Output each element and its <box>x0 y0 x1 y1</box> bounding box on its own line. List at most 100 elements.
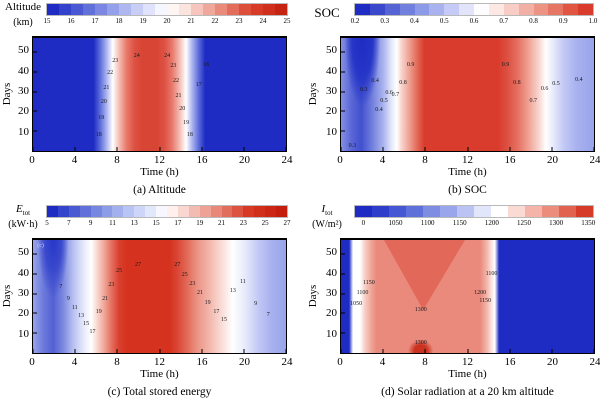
contour-label: 17 <box>213 309 220 316</box>
x-tick-label: 4 <box>379 154 386 166</box>
contour-label: 0.8 <box>513 80 521 87</box>
x-tick-label: 16 <box>504 154 516 166</box>
colorbar-segment <box>203 4 215 15</box>
contour-label: 0.4 <box>575 76 583 83</box>
y-tick-label: 10 <box>326 125 337 138</box>
x-tick-label: 12 <box>462 356 473 368</box>
colorbar-segment <box>112 206 124 217</box>
colorbar-tick: 0.2 <box>350 17 360 25</box>
contour-label: (c) <box>37 242 44 249</box>
contour-label: 0.3 <box>360 86 368 93</box>
colorbar-tick: 18 <box>115 17 123 25</box>
contour-label: 11 <box>71 304 78 311</box>
x-axis-ticks: 0 4 8 12 16 20 24 <box>29 356 292 368</box>
colorbar-segment <box>95 4 107 15</box>
colorbar-tick: 0.4 <box>410 17 419 25</box>
contour-label: 22 <box>172 77 179 84</box>
y-tick-mark <box>341 51 345 53</box>
y-tick-mark <box>33 273 37 275</box>
y-tick-mark <box>33 332 37 334</box>
colorbar-segment <box>134 206 146 217</box>
colorbar-label-energy: Etot (kW·h) <box>0 203 46 231</box>
x-tick-mark <box>116 349 118 353</box>
y-axis-ticks: 50 40 30 20 10 <box>314 36 337 152</box>
colorbar-segment <box>275 4 287 15</box>
x-tick-label: 16 <box>196 356 208 368</box>
contour-label: 23 <box>170 63 177 70</box>
colorbar-segment <box>59 4 71 15</box>
contour-label: 13 <box>229 287 236 294</box>
plot-area-radiation: 1050 1100 1150 1300 1300 1200 1150 1100 <box>340 238 595 354</box>
colorbar-tick: 25 <box>261 219 269 227</box>
contour-label: 0.5 <box>380 98 388 105</box>
colorbar-segment <box>389 206 406 217</box>
contour-label: 7 <box>266 311 270 318</box>
contour-label: 25 <box>181 272 188 279</box>
colorbar-segment <box>355 206 372 217</box>
x-tick-mark <box>509 349 511 353</box>
y-tick-mark <box>341 273 345 275</box>
colorbar-label-unit: (km) <box>13 17 33 29</box>
colorbar-segment <box>457 206 474 217</box>
colorbar-segment <box>459 4 474 15</box>
contour-label: 21 <box>175 92 182 99</box>
contour-label: 11 <box>240 278 246 285</box>
x-tick-mark <box>159 349 160 353</box>
colorbar-label-main: SOC <box>314 5 340 20</box>
y-tick-mark <box>341 130 345 132</box>
contour-label: 0.4 <box>371 77 379 84</box>
x-tick-mark <box>509 147 511 151</box>
colorbar-tick: 0.7 <box>499 17 509 25</box>
x-tick-mark <box>382 147 384 151</box>
x-tick-label: 16 <box>504 356 516 368</box>
y-tick-label: 10 <box>326 327 337 340</box>
contour-label: 18 <box>186 132 193 139</box>
x-tick-label: 20 <box>239 356 250 368</box>
x-tick-label: 4 <box>71 356 78 368</box>
colorbar-label-radiation: Itot (W/m²) <box>300 203 354 231</box>
colorbar-segment <box>177 206 189 217</box>
colorbar-tick: 1050 <box>388 219 403 227</box>
y-tick-label: 40 <box>326 266 337 279</box>
colorbar-label-unit: (W/m²) <box>312 219 342 231</box>
y-tick-label: 30 <box>326 84 337 97</box>
colorbar-label-sub: tot <box>22 209 31 218</box>
x-tick-label: 24 <box>281 356 293 368</box>
y-tick-label: 50 <box>326 44 337 57</box>
x-axis-label: Time (h) <box>140 368 179 380</box>
colorbar-segment <box>68 206 80 217</box>
x-tick-mark <box>116 147 118 151</box>
x-axis-ticks: 0 4 8 12 16 20 24 <box>337 356 600 368</box>
x-tick-label: 8 <box>114 356 120 368</box>
x-tick-label: 0 <box>29 154 35 166</box>
y-tick-mark <box>341 91 345 93</box>
x-tick-label: 20 <box>239 154 250 166</box>
x-tick-label: 4 <box>71 154 78 166</box>
contour-label: 0.8 <box>399 80 407 87</box>
x-tick-mark <box>593 349 594 353</box>
colorbar-tick: 21 <box>218 219 226 227</box>
colorbar-segment <box>101 206 113 217</box>
colorbar-segment <box>155 4 167 15</box>
contour-label: 1300 <box>414 307 427 314</box>
colorbar-tick: 15 <box>152 219 160 227</box>
x-tick-label: 24 <box>589 154 600 166</box>
colorbar-tick: 25 <box>283 17 291 25</box>
colorbar-ticks: 15 16 17 18 19 20 21 22 23 24 25 <box>44 17 291 26</box>
contour-label: 16 <box>203 62 210 69</box>
panel-altitude: Altitude (km) 15 16 17 18 19 20 21 22 23 24 25 Day… <box>0 0 300 202</box>
colorbar-segment <box>251 4 263 15</box>
y-tick-mark <box>33 51 37 53</box>
colorbar-segment <box>399 4 415 15</box>
colorbar-segment <box>71 4 83 15</box>
colorbar-segment <box>166 206 178 217</box>
panel-caption-b: (b) SOC <box>448 184 487 196</box>
x-tick-label: 8 <box>422 154 428 166</box>
colorbar-segment <box>265 206 277 217</box>
y-tick-mark <box>341 332 345 334</box>
colorbar-label-altitude: Altitude (km) <box>0 1 46 29</box>
y-tick-label: 10 <box>18 125 29 138</box>
colorbar-segment <box>423 206 440 217</box>
colorbar-segment <box>563 4 579 15</box>
y-tick-label: 30 <box>326 286 337 299</box>
